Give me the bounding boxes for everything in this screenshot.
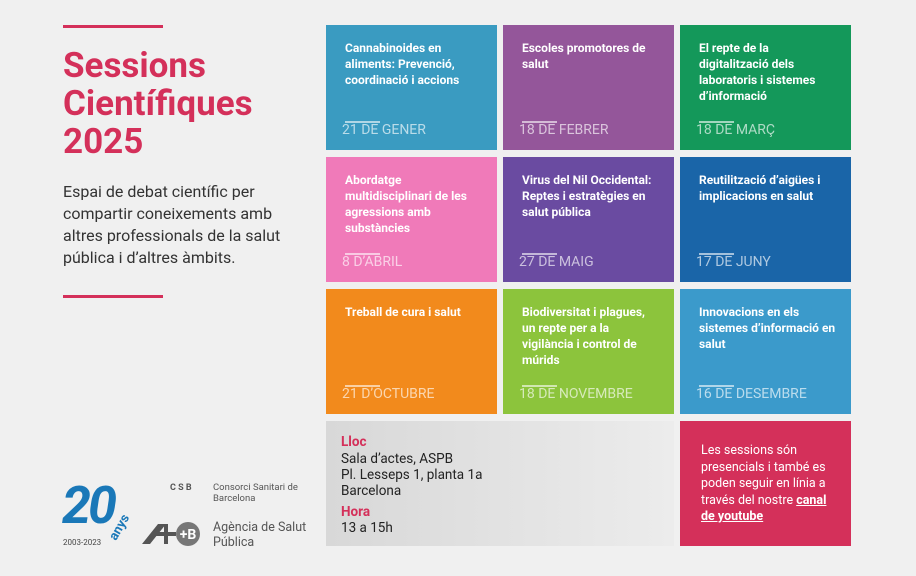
session-title: Biodiversitat i plagues, un repte per a … — [522, 305, 645, 367]
session-tile: Reutilització d’aigües i implicacions en… — [680, 157, 851, 282]
venue-box: Lloc Sala d’actes, ASPB Pl. Lesseps 1, p… — [326, 421, 674, 546]
session-title: Cannabinoides en aliments: Prevenció, co… — [345, 41, 460, 87]
aspb-name: Agència de Salut Pública — [213, 520, 307, 550]
csb-name: Consorci Sanitari de Barcelona — [213, 482, 298, 504]
title-line: 2025 — [63, 121, 144, 162]
session-date: 21 D’OCTUBRE — [342, 386, 435, 402]
session-title: Escoles promotores de salut — [522, 41, 646, 71]
online-text-block: Les sessions són presencials i també es … — [701, 443, 841, 526]
session-tile: Cannabinoides en aliments: Prevenció, co… — [326, 25, 497, 150]
session-tile: Virus del Nil Occidental: Reptes i estra… — [503, 157, 674, 282]
title-line: Sessions — [63, 45, 207, 86]
csb-acronym: C S B — [170, 483, 192, 493]
title-line: Científiques — [63, 83, 253, 124]
session-title: Virus del Nil Occidental: Reptes i estra… — [522, 173, 652, 219]
session-date: 21 DE GENER — [342, 122, 426, 138]
session-date: 18 DE MARÇ — [696, 122, 776, 138]
divider — [699, 253, 734, 255]
session-date: 8 D’ABRIL — [342, 254, 403, 270]
anniversary-number: 20 — [62, 475, 117, 536]
anniversary-years: 2003-2023 — [63, 538, 102, 547]
aspb-mark: +B — [180, 527, 197, 543]
divider — [522, 253, 557, 255]
session-date: 18 DE NOVEMBRE — [519, 386, 633, 402]
session-title: Reutilització d’aigües i implicacions en… — [699, 173, 821, 203]
divider — [699, 385, 734, 387]
session-tile: El repte de la digitalització dels labor… — [680, 25, 851, 150]
session-tile: Escoles promotores de salut 18 DE FEBRER — [503, 25, 674, 150]
session-date: 27 DE MAIG — [519, 254, 594, 270]
description: Espai de debat científic per compartir c… — [63, 182, 281, 267]
online-text: Les sessions són presencials i també es … — [701, 443, 826, 508]
title: Sessions Científiques 2025 — [63, 47, 253, 161]
venue-line: Barcelona — [341, 483, 402, 499]
time-value: 13 a 15h — [341, 520, 393, 536]
youtube-link[interactable]: canal de youtube — [701, 492, 827, 525]
rule — [63, 25, 163, 28]
session-tile: Abordatge multidisciplinari de les agres… — [326, 157, 497, 282]
divider — [522, 121, 557, 123]
venue-label: Lloc — [341, 434, 367, 450]
session-title: El repte de la digitalització dels labor… — [699, 41, 816, 103]
session-tile: Innovacions en els sistemes d’informació… — [680, 289, 851, 414]
session-title: Abordatge multidisciplinari de les agres… — [345, 173, 467, 235]
time-label: Hora — [341, 504, 371, 520]
session-date: 17 DE JUNY — [696, 254, 771, 270]
divider — [345, 121, 380, 123]
divider — [699, 121, 734, 123]
session-date: 18 DE FEBRER — [519, 122, 609, 138]
session-tile: Biodiversitat i plagues, un repte per a … — [503, 289, 674, 414]
divider — [345, 385, 380, 387]
venue-line: Sala d’actes, ASPB — [341, 451, 454, 467]
online-box: Les sessions són presencials i també es … — [680, 421, 851, 546]
session-date: 16 DE DESEMBRE — [696, 386, 807, 402]
session-title: Treball de cura i salut — [345, 305, 461, 319]
divider — [522, 385, 557, 387]
session-title: Innovacions en els sistemes d’informació… — [699, 305, 836, 351]
divider — [345, 253, 380, 255]
aspb-icon: +B — [142, 522, 200, 546]
rule — [63, 295, 163, 298]
session-tile: Treball de cura i salut 21 D’OCTUBRE — [326, 289, 497, 414]
venue-line: Pl. Lesseps 1, planta 1a — [341, 467, 483, 483]
